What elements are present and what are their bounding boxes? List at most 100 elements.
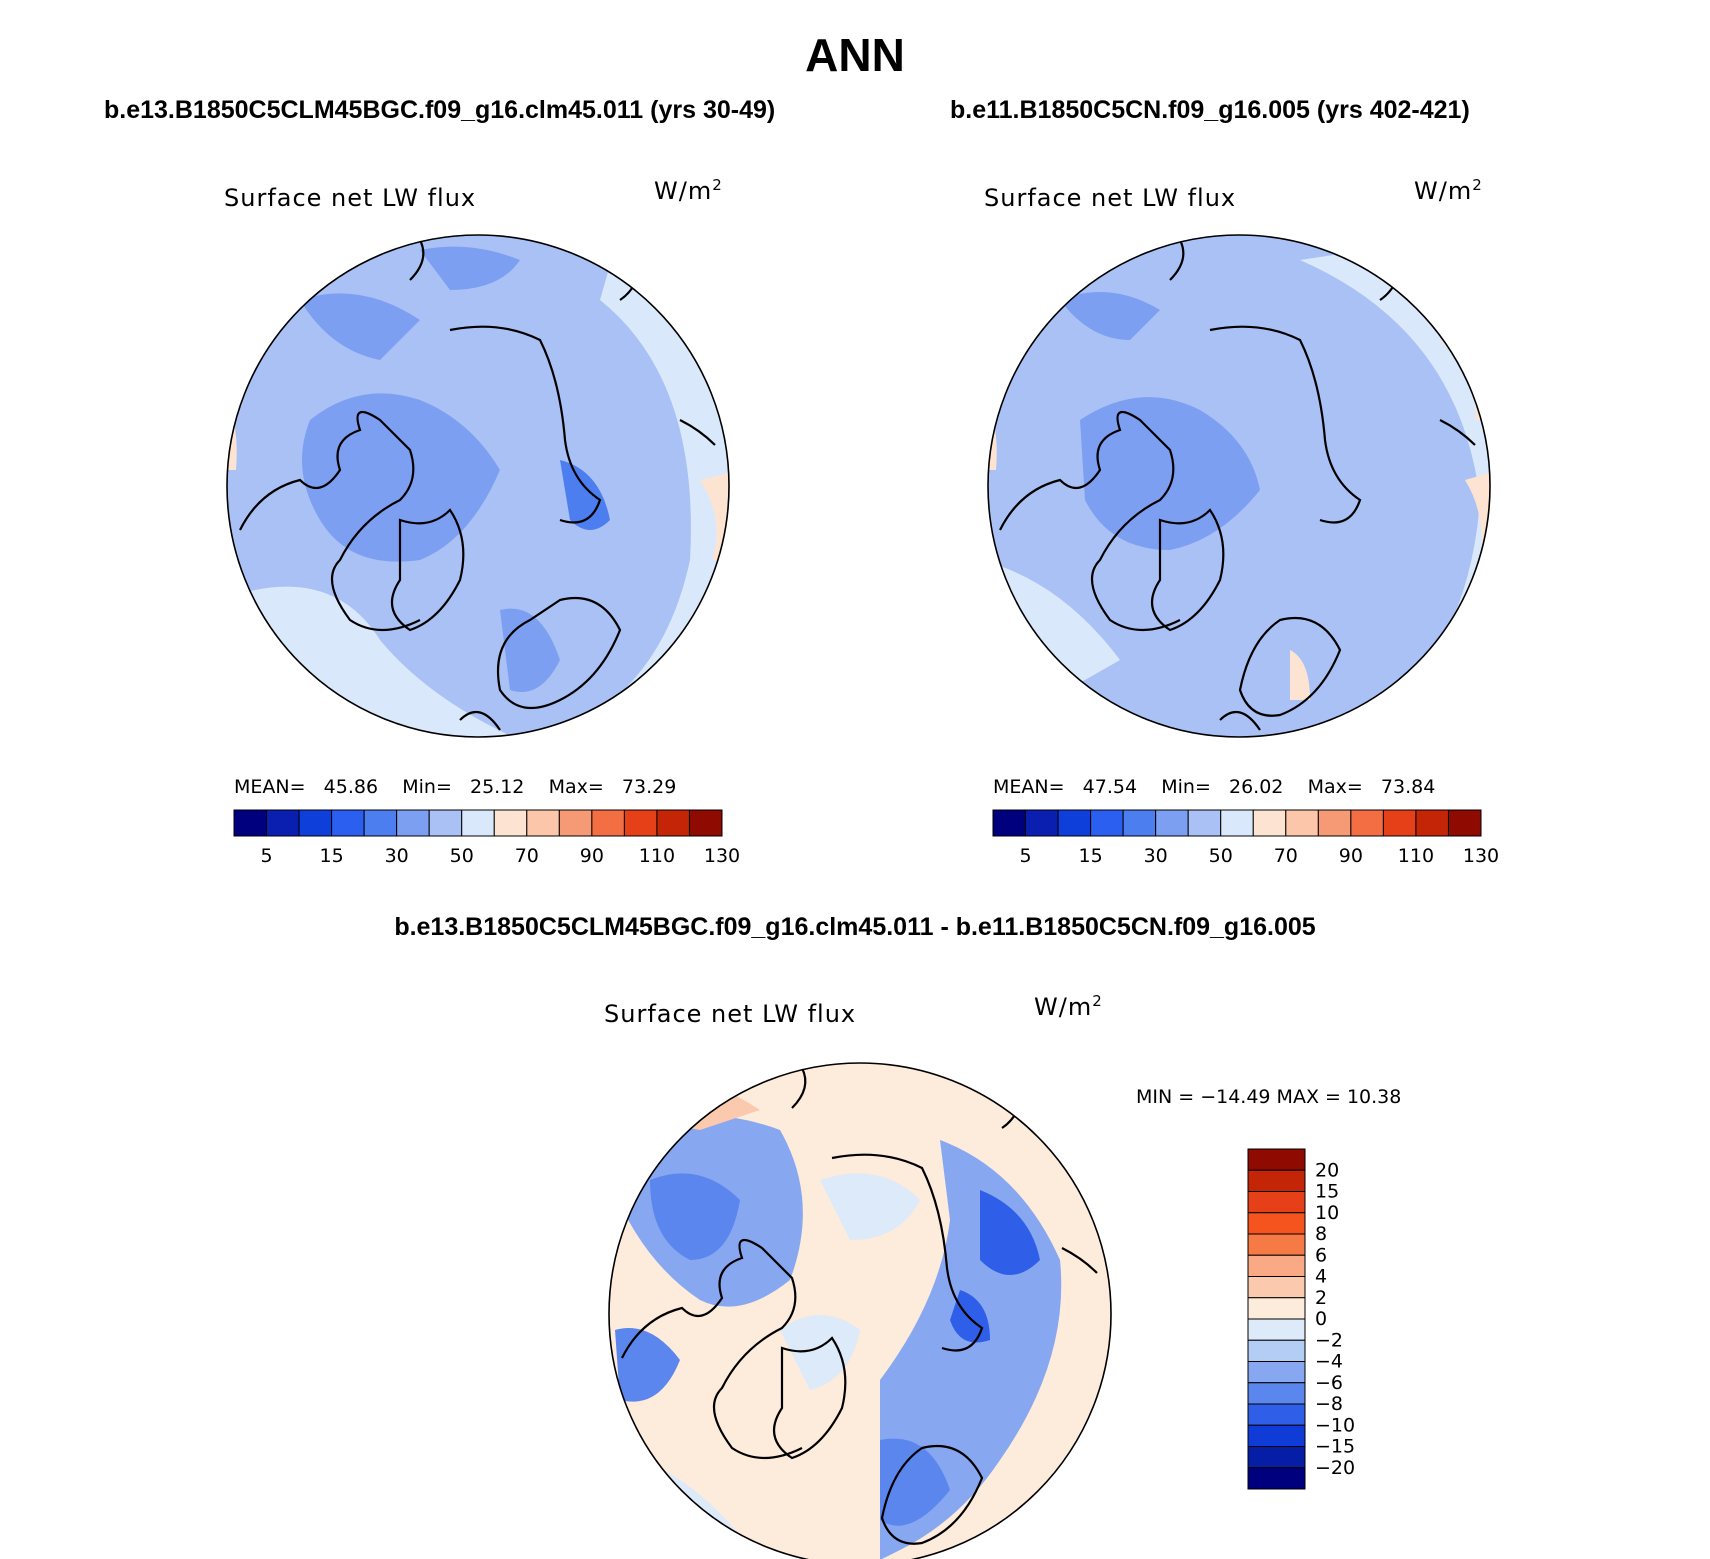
panel1-colorbar: 5 15 30 50 70 90 110 130 [233, 809, 740, 867]
colorbar-tick-label: 130 [704, 845, 740, 867]
diff-min-max: MIN = −14.49 MAX = 10.38 [1136, 1086, 1402, 1108]
colorbar-swatch [1090, 809, 1124, 837]
colorbar-tick-label: 15 [1315, 1181, 1339, 1203]
panel1-map [227, 235, 729, 737]
colorbar-swatch [233, 809, 268, 837]
diff-coastlines [621, 1067, 1098, 1545]
panel2-variable-label: Surface net LW flux [984, 184, 1237, 212]
colorbar-swatch [1247, 1191, 1306, 1214]
colorbar-tick-label: 130 [1463, 845, 1499, 867]
colorbar-swatch [493, 809, 528, 837]
colorbar-tick-label: 110 [1398, 845, 1434, 867]
colorbar-swatch [1220, 809, 1254, 837]
colorbar-tick-label: 50 [450, 845, 474, 867]
colorbar-tick-label: 20 [1315, 1159, 1339, 1181]
colorbar-tick-label: 2 [1315, 1287, 1327, 1309]
colorbar-swatch [1247, 1382, 1306, 1405]
colorbar-swatch [1122, 809, 1157, 837]
diff-map-border [608, 1062, 1112, 1559]
colorbar-swatch [1247, 1169, 1306, 1192]
colorbar-tick-label: −15 [1315, 1436, 1355, 1458]
colorbar-swatch [1247, 1297, 1306, 1320]
colorbar-tick-label: 6 [1315, 1244, 1327, 1266]
colorbar-swatch [992, 809, 1027, 837]
colorbar-swatch [1155, 809, 1189, 837]
colorbar-tick-label: 4 [1315, 1266, 1327, 1288]
colorbar-swatch [526, 809, 560, 837]
colorbar-tick-label: 50 [1209, 845, 1233, 867]
colorbar-swatch [1285, 809, 1319, 837]
colorbar-tick-label: 8 [1315, 1223, 1327, 1245]
panel2-map [988, 235, 1490, 737]
panel1-variable-label: Surface net LW flux [224, 184, 477, 212]
panel1-map-border [226, 234, 730, 738]
colorbar-swatch [656, 809, 690, 837]
colorbar-swatch [1247, 1212, 1306, 1235]
colorbar-swatch [558, 809, 593, 837]
panel1-units: W/m2 [654, 176, 723, 205]
case-title-diff: b.e13.B1850C5CLM45BGC.f09_g16.clm45.011 … [394, 913, 1316, 941]
colorbar-tick-label: 15 [1079, 845, 1103, 867]
colorbar-swatch [1252, 809, 1287, 837]
panel2-colorbar: 5 15 30 50 70 90 110 130 [992, 809, 1499, 867]
colorbar-tick-label: −6 [1315, 1372, 1343, 1394]
colorbar-swatch [1247, 1254, 1306, 1277]
colorbar-tick-label: −2 [1315, 1329, 1343, 1351]
colorbar-tick-label: 0 [1315, 1308, 1327, 1330]
diff-variable-label: Surface net LW flux [604, 1000, 857, 1028]
colorbar-swatch [396, 809, 430, 837]
colorbar-swatch [1247, 1233, 1306, 1256]
colorbar-swatch [591, 809, 625, 837]
colorbar-tick-label: −10 [1315, 1414, 1355, 1436]
colorbar-swatch [623, 809, 658, 837]
colorbar-swatch [1247, 1148, 1306, 1171]
case-title-right: b.e11.B1850C5CN.f09_g16.005 (yrs 402-421… [950, 96, 1470, 124]
colorbar-tick-label: −20 [1315, 1457, 1355, 1479]
colorbar-swatch [1187, 809, 1222, 837]
colorbar-swatch [1025, 809, 1059, 837]
panel2-stats: MEAN= 47.54 Min= 26.02 Max= 73.84 [993, 776, 1436, 798]
colorbar-swatch [1382, 809, 1417, 837]
colorbar-swatch [266, 809, 300, 837]
colorbar-tick-label: 70 [1274, 845, 1298, 867]
colorbar-swatch [428, 809, 463, 837]
colorbar-swatch [1247, 1318, 1306, 1341]
diff-units: W/m2 [1034, 992, 1103, 1021]
panel2-map-border [987, 234, 1491, 738]
colorbar-tick-label: 5 [260, 845, 272, 867]
colorbar-tick-label: 5 [1019, 845, 1031, 867]
colorbar-swatch [1447, 809, 1482, 837]
panel1-coastlines [239, 239, 716, 731]
colorbar-swatch [1247, 1424, 1306, 1447]
colorbar-tick-label: 15 [320, 845, 344, 867]
colorbar-swatch [688, 809, 723, 837]
colorbar-swatch [331, 809, 365, 837]
panel1-stats: MEAN= 45.86 Min= 25.12 Max= 73.29 [234, 776, 677, 798]
colorbar-tick-label: −4 [1315, 1351, 1343, 1373]
case-title-left: b.e13.B1850C5CLM45BGC.f09_g16.clm45.011 … [104, 96, 776, 124]
colorbar-swatch [1247, 1276, 1306, 1299]
colorbar-swatch [461, 809, 495, 837]
colorbar-swatch [1247, 1446, 1306, 1469]
colorbar-swatch [1317, 809, 1352, 837]
colorbar-tick-label: −8 [1315, 1393, 1343, 1415]
colorbar-tick-label: 30 [385, 845, 409, 867]
colorbar-swatch [1247, 1403, 1306, 1426]
colorbar-tick-label: 70 [515, 845, 539, 867]
colorbar-swatch [1247, 1339, 1306, 1362]
colorbar-swatch [1247, 1467, 1306, 1490]
colorbar-swatch [298, 809, 333, 837]
diff-map [609, 1063, 1111, 1559]
colorbar-tick-label: 90 [580, 845, 604, 867]
colorbar-tick-label: 90 [1339, 845, 1363, 867]
colorbar-tick-label: 10 [1315, 1202, 1339, 1224]
colorbar-swatch [363, 809, 398, 837]
colorbar-swatch [1415, 809, 1449, 837]
colorbar-swatch [1350, 809, 1384, 837]
colorbar-swatch [1057, 809, 1092, 837]
panel2-units: W/m2 [1414, 176, 1483, 205]
page-title: ANN [805, 29, 905, 81]
colorbar-tick-label: 110 [639, 845, 675, 867]
